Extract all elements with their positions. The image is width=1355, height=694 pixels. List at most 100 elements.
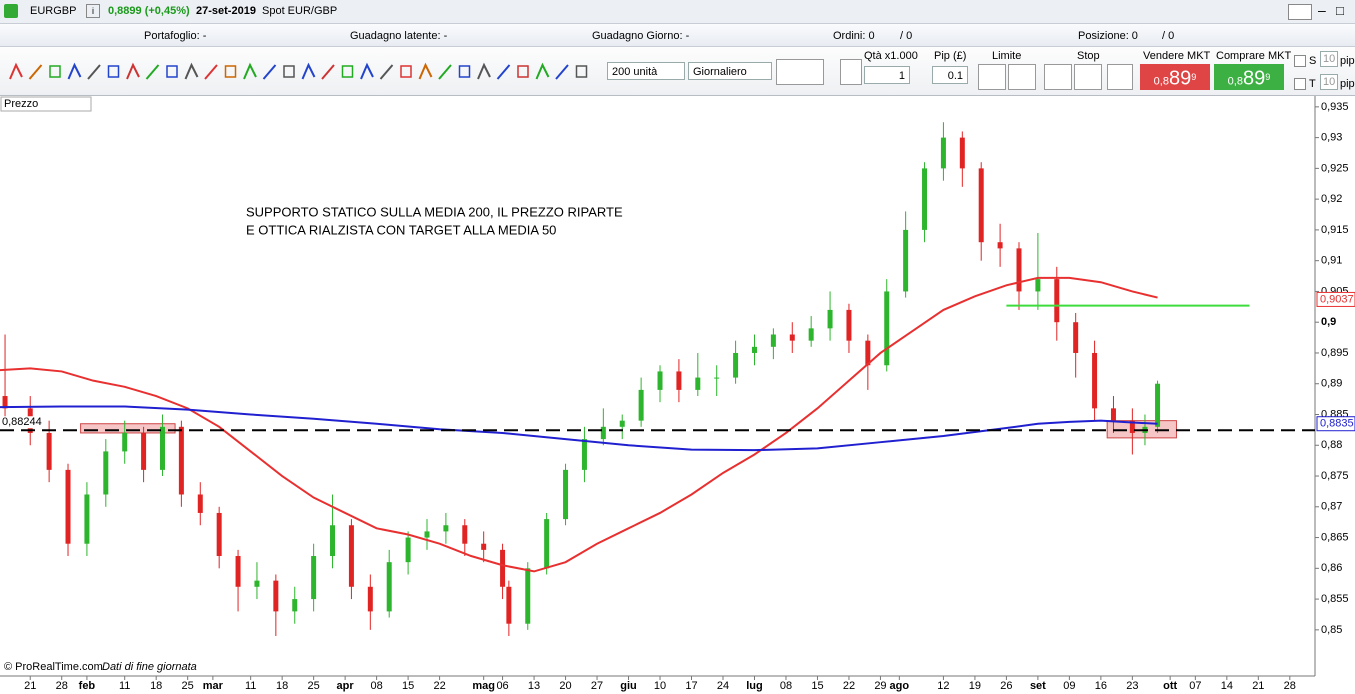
- candle-body: [657, 371, 663, 390]
- candle-body: [1155, 383, 1161, 427]
- chart-type-button[interactable]: [776, 59, 824, 85]
- tool-icon: [341, 65, 354, 78]
- candle-body: [733, 352, 739, 378]
- y-tick-label: 0,855: [1321, 593, 1349, 605]
- sell-button[interactable]: 0,8899: [1140, 64, 1210, 90]
- tool-icon: [204, 64, 218, 80]
- candle-body: [273, 580, 279, 612]
- keyboard-button[interactable]: [1288, 4, 1312, 20]
- candle-body: [500, 549, 506, 587]
- y-tick-label: 0,91: [1321, 255, 1342, 267]
- candle-body: [159, 426, 165, 470]
- sell-price: 0,8: [1153, 75, 1169, 88]
- y-tick-label: 0,895: [1321, 347, 1349, 359]
- day-gain: Guadagno Giorno: -: [592, 30, 690, 42]
- x-tick-label: lug: [746, 680, 763, 692]
- limit-button[interactable]: [978, 64, 1006, 90]
- x-tick-label: 21: [24, 680, 36, 692]
- candle-body: [940, 137, 946, 169]
- candle-body: [216, 512, 222, 557]
- qty-label: Qtà x1.000: [864, 50, 918, 62]
- candle-body: [638, 389, 644, 421]
- qty-input[interactable]: 1: [864, 66, 910, 84]
- candle-body: [292, 599, 298, 612]
- chart-bg: [0, 96, 1355, 694]
- s-input[interactable]: 10: [1320, 51, 1338, 67]
- x-tick-label: 23: [1126, 680, 1138, 692]
- candle-body: [2, 396, 8, 409]
- app-icon: [4, 4, 18, 18]
- order-button[interactable]: [1107, 64, 1133, 90]
- s-label: S: [1309, 55, 1317, 67]
- minimize-button[interactable]: –: [1318, 2, 1326, 18]
- candle-body: [424, 531, 430, 538]
- y-tick-label: 0,89: [1321, 378, 1342, 390]
- candle-body: [714, 377, 720, 379]
- title-bar: EURGBP i 0,8899 (+0,45%) 27-set-2019 Spo…: [0, 0, 1355, 24]
- tool-icon: [224, 65, 237, 78]
- pip-input[interactable]: 0.1: [932, 66, 968, 84]
- checkbox[interactable]: [1294, 55, 1306, 67]
- stop-button[interactable]: [1044, 64, 1072, 90]
- x-tick-label: 16: [1095, 680, 1107, 692]
- candle-body: [462, 525, 468, 544]
- pip-unit: pip: [1340, 55, 1355, 67]
- wrench-button[interactable]: [840, 59, 862, 85]
- support-label: 0,88244: [2, 416, 42, 428]
- sell-label: Vendere MKT: [1143, 50, 1211, 62]
- x-tick-label: feb: [79, 680, 96, 692]
- x-tick-label: 22: [843, 680, 855, 692]
- stop-label: Stop: [1077, 50, 1100, 62]
- tool-icon: [262, 64, 277, 80]
- period-select[interactable]: Giornaliero: [688, 62, 772, 80]
- candle-body: [827, 309, 833, 329]
- x-tick-label: set: [1030, 680, 1046, 692]
- info-icon[interactable]: i: [86, 4, 100, 18]
- candle-body: [197, 494, 203, 513]
- chart: Prezzo SUPPORTO STATICO SULLA MEDIA 200,…: [0, 96, 1355, 694]
- x-tick-label: 10: [654, 680, 666, 692]
- pip-label: Pip (£): [934, 50, 967, 62]
- candle-body: [563, 469, 569, 520]
- t-input[interactable]: 10: [1320, 74, 1338, 90]
- stop-button[interactable]: [1074, 64, 1102, 90]
- buy-button[interactable]: 0,8899: [1214, 64, 1284, 90]
- candle-body: [978, 168, 984, 243]
- support-zone: [80, 423, 176, 434]
- maximize-button[interactable]: □: [1336, 3, 1344, 18]
- limit-button[interactable]: [1008, 64, 1036, 90]
- x-tick-label: 28: [1284, 680, 1296, 692]
- candle-body: [959, 137, 965, 169]
- x-tick-label: 07: [1189, 680, 1201, 692]
- limit-label: Limite: [992, 50, 1022, 62]
- tool-icon: [87, 64, 101, 80]
- tool-icon: [496, 64, 511, 80]
- moving-average: [0, 405, 1158, 452]
- checkbox[interactable]: [1294, 78, 1306, 90]
- candle-body: [141, 432, 147, 470]
- date: 27-set-2019: [196, 5, 256, 17]
- portfolio: Portafoglio: -: [144, 30, 207, 42]
- t-label: T: [1309, 78, 1316, 90]
- x-tick-label: apr: [337, 680, 355, 692]
- candle-body: [1035, 279, 1041, 292]
- buy-price: 0,8: [1227, 75, 1243, 88]
- units-select[interactable]: 200 unità: [607, 62, 685, 80]
- x-tick-label: 18: [150, 680, 162, 692]
- candle-body: [367, 586, 373, 612]
- buy-price: 89: [1242, 67, 1266, 90]
- price-change: 0,8899 (+0,45%): [108, 5, 190, 17]
- candle-body: [865, 340, 871, 366]
- candle-body: [103, 451, 109, 495]
- candle-body: [676, 371, 682, 390]
- panel-label-box: [0, 96, 92, 112]
- tool-icon: [360, 62, 374, 80]
- candle-body: [1054, 279, 1060, 323]
- x-tick-label: 08: [370, 680, 382, 692]
- candle-body: [481, 543, 487, 550]
- panel-label: Prezzo: [4, 98, 38, 110]
- candle-body: [348, 525, 354, 587]
- y-tick-label: 0,875: [1321, 470, 1349, 482]
- x-tick-label: 25: [182, 680, 194, 692]
